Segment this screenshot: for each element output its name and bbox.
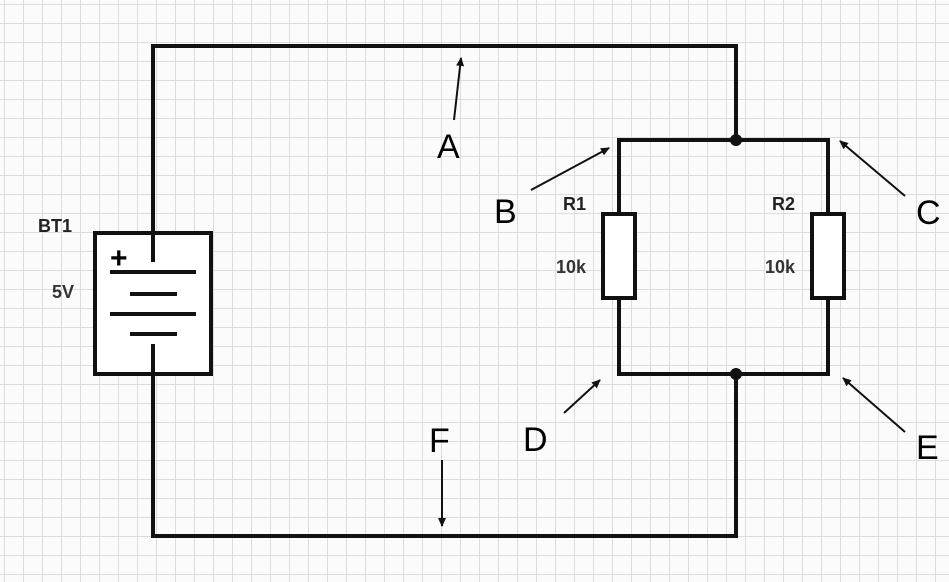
arrow-b (530, 147, 610, 191)
junction-top (730, 134, 742, 146)
battery-bt1: + (93, 231, 213, 376)
pointer-arrows (438, 57, 906, 527)
wire-top (151, 44, 738, 234)
wires (151, 44, 830, 538)
wire-bottom (151, 372, 738, 538)
arrow-d (563, 379, 601, 414)
battery-plus-sign: + (110, 242, 128, 275)
r1-ref-label: R1 (563, 194, 586, 214)
point-label-b: B (494, 193, 517, 231)
junction-bottom (730, 368, 742, 380)
point-label-c: C (916, 194, 941, 232)
point-label-f: F (429, 422, 450, 460)
point-label-e: E (916, 429, 939, 467)
point-label-d: D (523, 421, 548, 459)
r1-value-label: 10k (556, 257, 587, 277)
r2-value-label: 10k (765, 257, 796, 277)
point-label-a: A (437, 128, 460, 166)
battery-value-label: 5V (52, 282, 74, 302)
battery-ref-label: BT1 (38, 216, 72, 236)
resistor-r1 (601, 212, 637, 300)
resistor-r2 (810, 212, 846, 300)
arrow-a (453, 57, 465, 121)
r2-ref-label: R2 (772, 194, 795, 214)
arrow-e (842, 377, 906, 433)
arrow-c (839, 140, 906, 197)
